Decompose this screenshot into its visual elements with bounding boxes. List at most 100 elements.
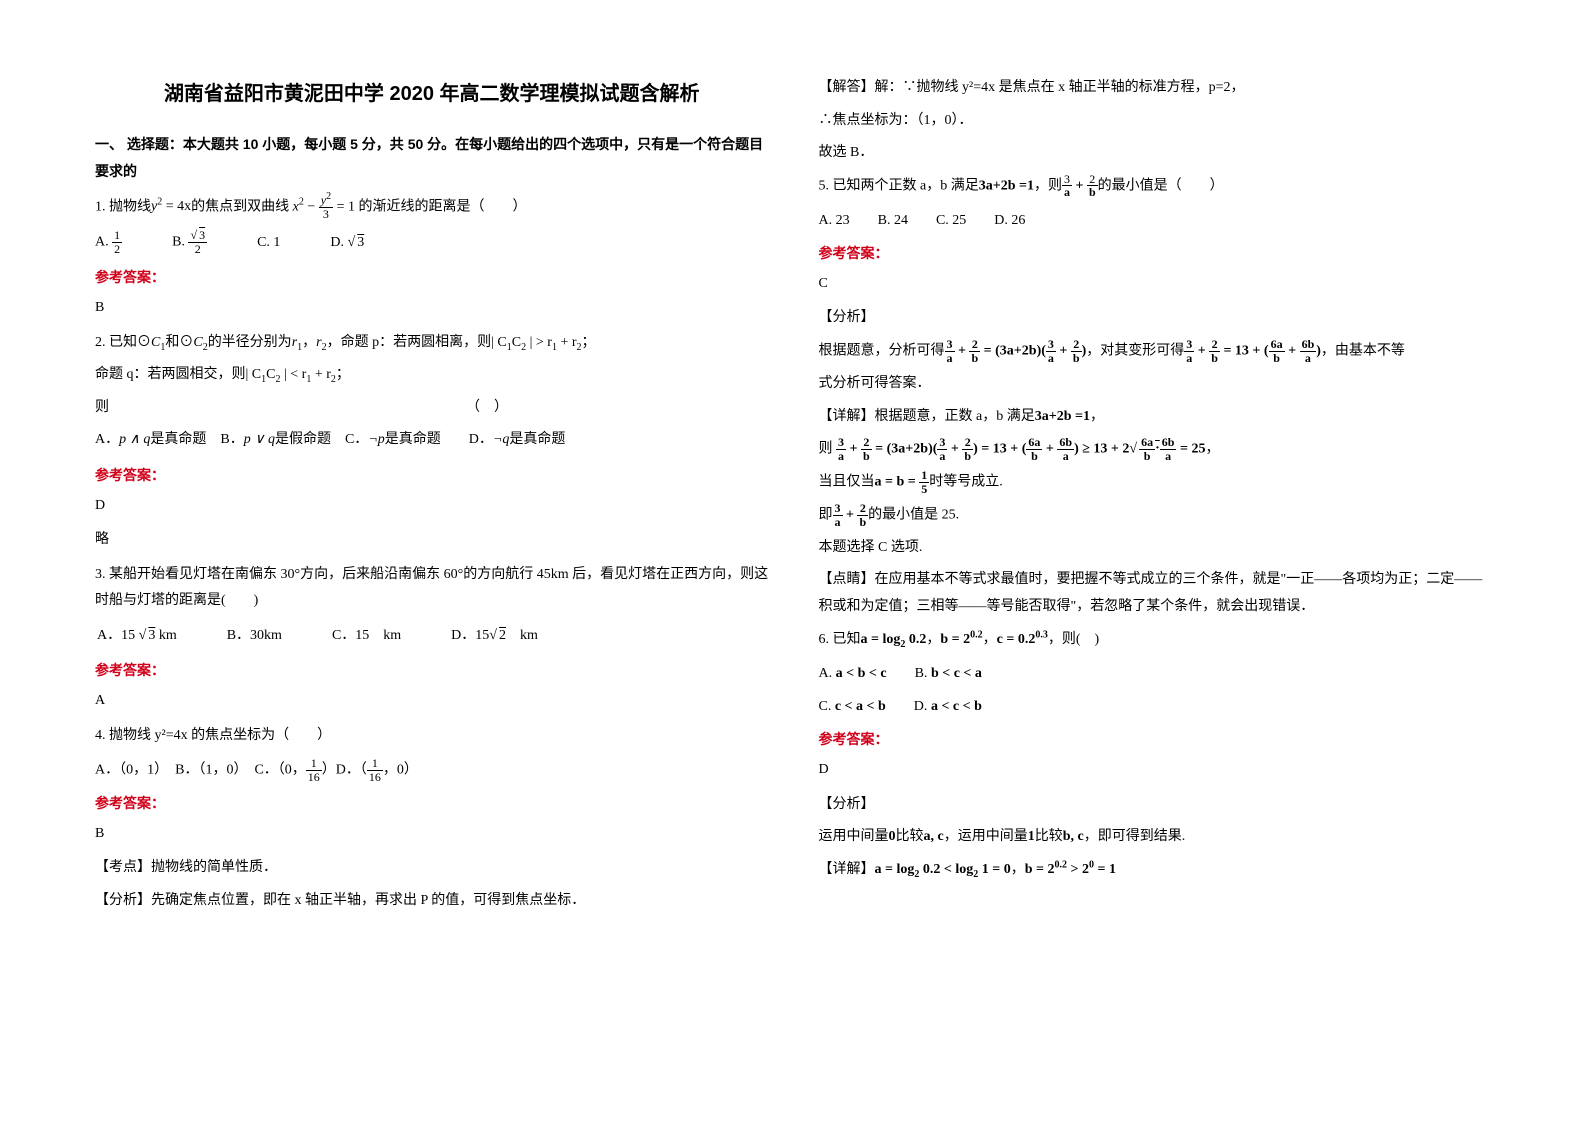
q5p1g: = 13 + bbox=[1220, 343, 1264, 358]
q3-answer: A bbox=[95, 688, 769, 715]
q5-dqdj-frac: 15 bbox=[919, 469, 929, 495]
q1-opt-d-val: 3 bbox=[355, 235, 364, 250]
q5-eq: 3a+2b =1 bbox=[979, 178, 1034, 193]
q5xj-eq: 3a+2b =1 bbox=[1035, 409, 1090, 424]
q5bplus2: + bbox=[947, 441, 962, 456]
q6p1c: 比较 bbox=[896, 829, 924, 844]
question-1: 1. 抛物线y2 = 4x的焦点到双曲线 x2 − y23 = 1 的渐近线的距… bbox=[95, 194, 769, 221]
q1-f2-frac: y23 bbox=[319, 194, 333, 220]
q6p1e: ，运用中间量 bbox=[944, 829, 1028, 844]
q2-line3: 则 （ ） bbox=[95, 395, 769, 422]
q5-dqdj: 当且仅当a = b = 15时等号成立. bbox=[819, 469, 1493, 496]
q5-answer-label: 参考答案： bbox=[819, 240, 1493, 267]
q2-text-a: 2. 已知⊙ bbox=[95, 335, 151, 350]
q6C: c < a < b bbox=[835, 699, 886, 714]
q6C-pre: C. bbox=[819, 699, 835, 714]
q3-opt-d: D．15√2 km bbox=[451, 623, 538, 650]
q3d-suf: km bbox=[506, 628, 538, 643]
q6p1f: 1 bbox=[1028, 829, 1035, 844]
q2-c1a: C bbox=[151, 335, 160, 350]
q5p1f6t: 2 bbox=[1212, 337, 1218, 351]
right-column: 【解答】解：∵抛物线 y²=4x 是焦点在 x 轴正半轴的标准方程，p=2， ∴… bbox=[819, 75, 1493, 1047]
q5bf2t: 2 bbox=[863, 435, 869, 449]
q3d-pre: D．15 bbox=[451, 628, 489, 643]
q2-line1: 2. 已知⊙C1和⊙C2的半径分别为r1，r2，命题 p：若两圆相离，则| C1… bbox=[95, 330, 769, 357]
q5bplus3: + bbox=[1042, 441, 1057, 456]
q4-kaodian: 【考点】抛物线的简单性质． bbox=[95, 855, 769, 882]
q6-eqc-pre: ， bbox=[983, 632, 997, 647]
q5-dianshui: 【点睛】在应用基本不等式求最值时，要把握不等式成立的三个条件，就是"一正——各项… bbox=[819, 567, 1493, 620]
q5bf3b: a bbox=[939, 449, 945, 463]
q1-opt-c-val: 1 bbox=[273, 235, 280, 250]
q5bplus: + bbox=[846, 441, 861, 456]
q5b-f5: 6ab bbox=[1026, 436, 1042, 462]
q2-comma: ， bbox=[302, 335, 316, 350]
q3d-v: 2 bbox=[497, 628, 506, 643]
q6p1i: ，即可得到结果. bbox=[1084, 829, 1186, 844]
q2-optC-f: ¬p bbox=[368, 432, 384, 447]
q5-f1t: 3 bbox=[1062, 173, 1072, 187]
q5xj-comma: ， bbox=[1090, 409, 1104, 424]
q6xjb: b = 2 bbox=[1025, 862, 1055, 877]
q6B-pre: B. bbox=[887, 666, 931, 681]
q2-line2: 命题 q：若两圆相交，则| C1C2 | < r1 + r2； bbox=[95, 362, 769, 389]
q2-lue: 略 bbox=[95, 527, 769, 554]
q5-fenxi-label: 【分析】 bbox=[819, 305, 1493, 332]
q1-text-a: 1. 抛物线 bbox=[95, 200, 151, 215]
q5-p1: 根据题意，分析可得3a + 2b = (3a+2b)(3a + 2b)，对其变形… bbox=[819, 338, 1493, 365]
q6xjb2: 0.2 bbox=[1055, 859, 1068, 870]
q1-opt-c: C. 1 bbox=[257, 230, 280, 257]
q2-answer: D bbox=[95, 493, 769, 520]
q5-p1-f1: 3a bbox=[945, 338, 955, 364]
q5bd: = 25 bbox=[1176, 441, 1205, 456]
q1-f2-num-sup: 2 bbox=[326, 191, 331, 202]
q6-p1: 运用中间量0比较a, c，运用中间量1比较b, c，即可得到结果. bbox=[819, 824, 1493, 851]
q5bf2b: b bbox=[863, 449, 870, 463]
q5-plus: + bbox=[1072, 178, 1087, 193]
q6-fenxi-label: 【分析】 bbox=[819, 792, 1493, 819]
q5-text-a: 5. 已知两个正数 a，b 满足 bbox=[819, 178, 979, 193]
q6-text-a: 6. 已知 bbox=[819, 632, 861, 647]
q2-text-c: 的半径分别为 bbox=[208, 335, 292, 350]
question-2: 2. 已知⊙C1和⊙C2的半径分别为r1，r2，命题 p：若两圆相离，则| C1… bbox=[95, 330, 769, 454]
q4-fenxi: 【分析】先确定焦点位置，即在 x 轴正半轴，再求出 P 的值，可得到焦点坐标． bbox=[95, 888, 769, 915]
q5bf4t: 2 bbox=[965, 435, 971, 449]
q6-eqb: b = 2 bbox=[940, 632, 970, 647]
q6-xiangjie: 【详解】a = log2 0.2 < log2 1 = 0，b = 20.2 >… bbox=[819, 857, 1493, 884]
q6p1g: 比较 bbox=[1035, 829, 1063, 844]
q5bf4b: b bbox=[964, 449, 971, 463]
q6-eqb-pre: ， bbox=[926, 632, 940, 647]
q6p1h: b, c bbox=[1063, 829, 1084, 844]
q6xja3: 0.2 < log bbox=[919, 862, 973, 877]
q5-p1a: 根据题意，分析可得 bbox=[819, 343, 945, 358]
q5bf1t: 3 bbox=[838, 435, 844, 449]
q4-fracC-bot: 16 bbox=[306, 771, 322, 784]
q5b-f1: 3a bbox=[836, 436, 846, 462]
q1-opt-b-pre: B. bbox=[172, 235, 188, 250]
q5jif1b: a bbox=[835, 515, 841, 529]
q4-answer: B bbox=[95, 821, 769, 848]
q3-answer-label: 参考答案： bbox=[95, 657, 769, 684]
q5p1plus: + bbox=[955, 343, 970, 358]
q1-f2-den: 3 bbox=[319, 208, 333, 221]
q5b-sqrt: 6ab·6ba bbox=[1137, 441, 1176, 456]
page-title: 湖南省益阳市黄泥田中学 2020 年高二数学理模拟试题含解析 bbox=[95, 75, 769, 113]
q2-optC-t: 是真命题 D． bbox=[385, 432, 493, 447]
q2i1g: + r bbox=[557, 335, 577, 350]
q1-opt-a: A. 12 bbox=[95, 229, 122, 256]
q4-options: A．（0，1） B．（1，0） C．（0，116）D．（116，0） bbox=[95, 757, 769, 784]
q3-options: A．15 √3 km B．30km C．15 km D．15√2 km bbox=[97, 623, 769, 650]
q5ji-f2: 2b bbox=[857, 502, 868, 528]
q5p1plus3: + bbox=[1194, 343, 1209, 358]
q4-optA: A．（0，1） B．（1，0） C．（0， bbox=[95, 763, 306, 778]
q1-formula-2: x2 − y23 = 1 bbox=[293, 194, 355, 221]
q3-opt-c: C．15 km bbox=[332, 623, 401, 650]
q2i1e: | > r bbox=[526, 335, 552, 350]
q1-answer-label: 参考答案： bbox=[95, 264, 769, 291]
section-header: 一、 选择题：本大题共 10 小题，每小题 5 分，共 50 分。在每小题给出的… bbox=[95, 131, 769, 184]
q5ba: = (3a+2b) bbox=[872, 441, 933, 456]
q5jif2t: 2 bbox=[860, 501, 866, 515]
q1-opt-d-pre: D. bbox=[330, 235, 347, 250]
q4-s3: 故选 B． bbox=[819, 140, 1493, 167]
q5p1f4b: b bbox=[1073, 351, 1080, 365]
